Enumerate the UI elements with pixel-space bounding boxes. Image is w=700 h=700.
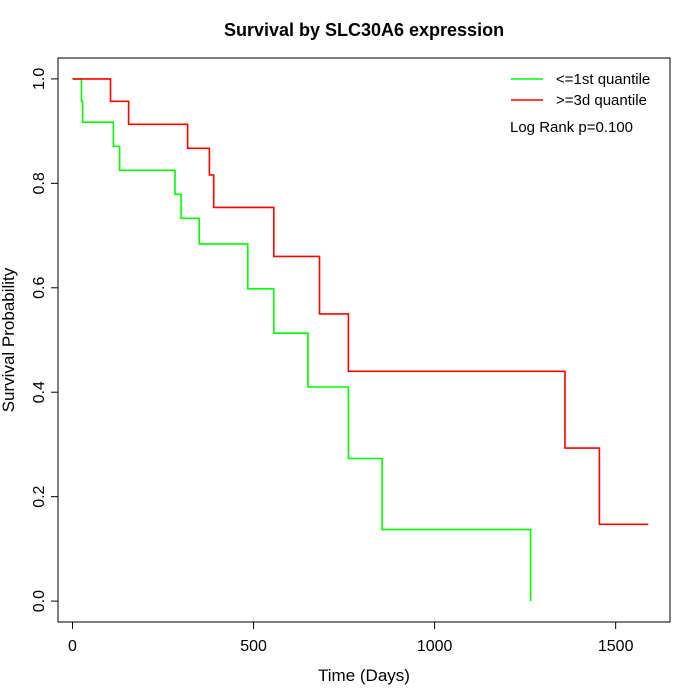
chart-title: Survival by SLC30A6 expression	[224, 20, 504, 40]
x-axis-label: Time (Days)	[318, 666, 410, 685]
series-line-1	[72, 78, 532, 602]
x-tick-label: 1000	[417, 638, 453, 655]
legend-label-2: >=3d quantile	[556, 92, 647, 109]
x-tick-label: 0	[68, 638, 77, 655]
plot-frame	[57, 57, 671, 623]
log-rank-annotation: Log Rank p=0.100	[510, 119, 633, 136]
legend: <=1st quantile >=3d quantile	[511, 71, 650, 109]
y-tick-label: 0.4	[31, 381, 48, 403]
y-tick-label: 0.6	[31, 277, 48, 299]
legend-label-1: <=1st quantile	[556, 71, 650, 88]
x-axis: 0 500 1000 1500	[68, 621, 634, 655]
y-tick-label: 1.0	[31, 68, 48, 90]
y-tick-label: 0.0	[31, 590, 48, 612]
x-tick-label: 1500	[598, 638, 634, 655]
y-tick-label: 0.2	[31, 485, 48, 507]
y-tick-label: 0.8	[31, 172, 48, 194]
y-axis-label: Survival Probability	[0, 267, 18, 412]
series-line-2	[72, 78, 649, 526]
x-tick-label: 500	[240, 638, 267, 655]
y-axis: 0.0 0.2 0.4 0.6 0.8 1.0	[31, 68, 59, 612]
series-layer	[72, 78, 649, 602]
